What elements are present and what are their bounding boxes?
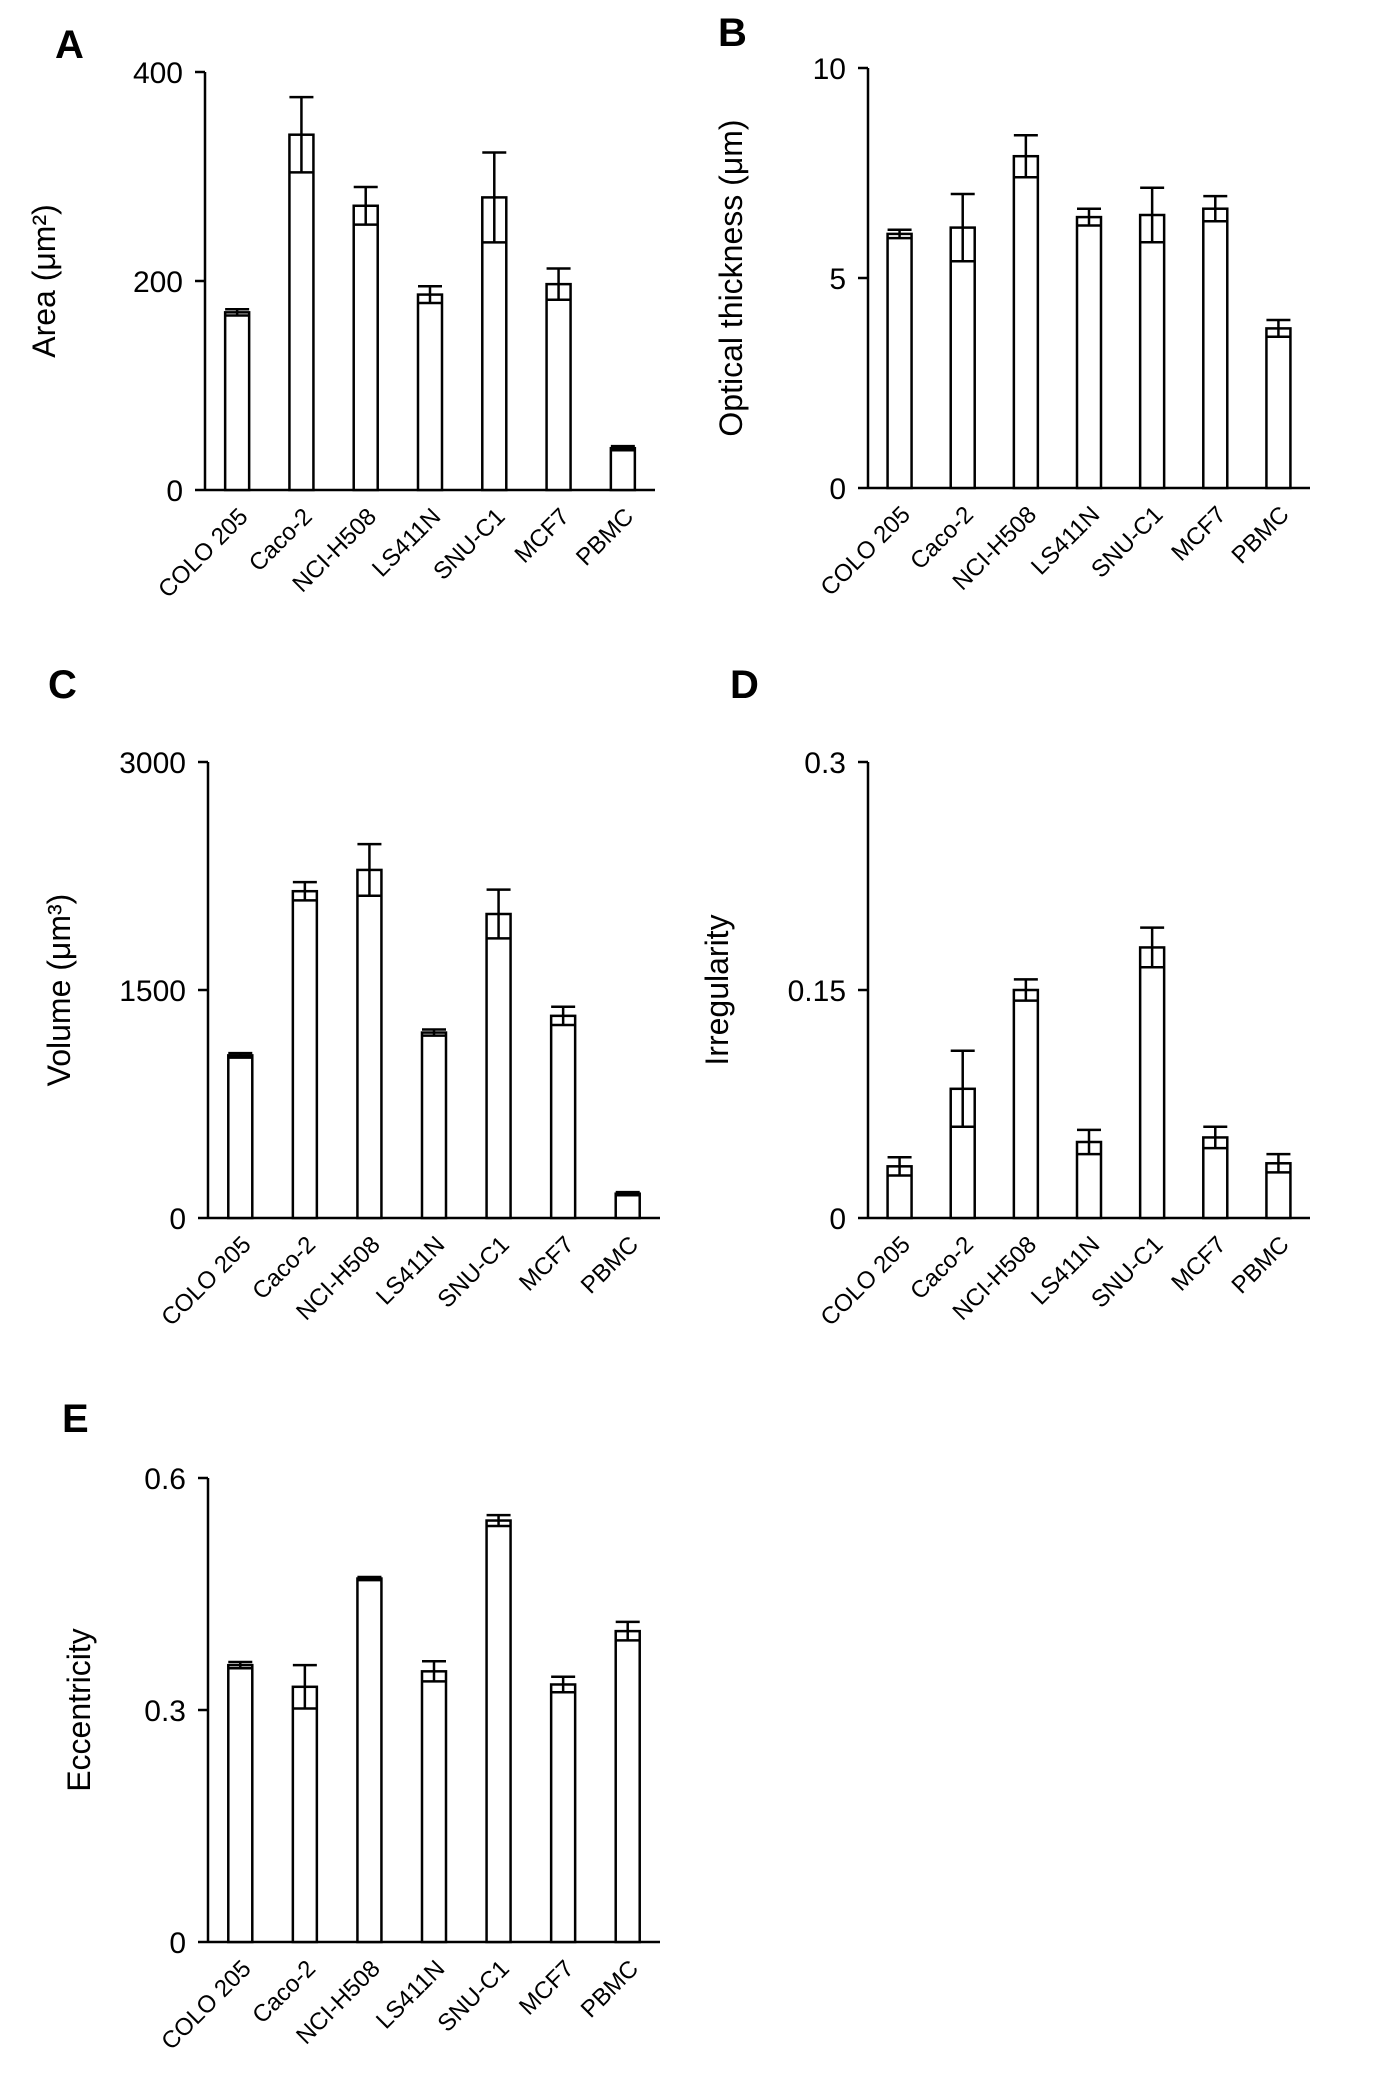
x-tick-label: PBMC: [576, 1231, 644, 1299]
x-tick-label: COLO 205: [153, 503, 253, 603]
y-axis-title: Optical thickness (μm): [713, 119, 749, 436]
bar: [545, 282, 572, 492]
x-tick-label: PBMC: [571, 503, 639, 571]
y-tick-label: 0.15: [788, 975, 846, 1008]
y-tick-label: 0.6: [144, 1463, 186, 1496]
x-tick-label: COLO 205: [816, 501, 916, 601]
bar: [485, 912, 512, 1220]
bar: [356, 1577, 383, 1944]
bar: [614, 1192, 641, 1220]
bar: [1075, 215, 1103, 490]
bar: [356, 868, 383, 1220]
bar: [485, 1519, 512, 1944]
x-tick-label: SNU-C1: [428, 503, 510, 585]
y-axis-title: Irregularity: [699, 914, 735, 1065]
bar: [1265, 327, 1292, 490]
bar: [1138, 213, 1166, 490]
bar: [549, 1683, 577, 1944]
bar: [481, 196, 508, 492]
y-tick-label: 0: [829, 473, 846, 506]
x-tick-label: MCF7: [510, 503, 575, 568]
y-tick-label: 0.3: [144, 1695, 186, 1728]
x-tick-label: COLO 205: [816, 1231, 916, 1331]
bar: [352, 204, 379, 492]
bar: [609, 446, 637, 492]
bar: [420, 1031, 448, 1220]
y-tick-label: 0: [166, 475, 183, 508]
panel-letter: B: [718, 11, 747, 55]
y-tick-label: 5: [829, 263, 846, 296]
bar: [227, 1663, 254, 1944]
y-tick-label: 0.3: [804, 747, 846, 780]
y-tick-label: 1500: [119, 975, 186, 1008]
bar: [223, 311, 251, 492]
y-axis-title: Volume (μm³): [41, 894, 77, 1087]
panel-letter: D: [730, 663, 759, 707]
bar: [549, 1014, 577, 1220]
bar: [291, 889, 319, 1220]
x-tick-label: COLO 205: [156, 1955, 256, 2055]
x-tick-label: MCF7: [1166, 1231, 1231, 1296]
x-tick-label: SNU-C1: [433, 1955, 515, 2037]
x-tick-label: MCF7: [514, 1955, 579, 2020]
bar: [416, 293, 444, 492]
y-tick-label: 400: [133, 57, 183, 90]
x-tick-label: COLO 205: [156, 1231, 256, 1331]
bar: [420, 1670, 448, 1944]
bar: [1202, 1136, 1229, 1220]
x-tick-label: SNU-C1: [433, 1231, 515, 1313]
y-tick-label: 0: [169, 1927, 186, 1960]
bar: [1138, 946, 1166, 1220]
y-axis-title: Area (μm²): [26, 204, 62, 358]
x-tick-label: MCF7: [514, 1231, 579, 1296]
bar: [227, 1054, 254, 1220]
y-tick-label: 3000: [119, 747, 186, 780]
y-tick-label: 0: [829, 1203, 846, 1236]
bar: [291, 1685, 319, 1944]
bar: [1012, 154, 1040, 490]
x-tick-label: PBMC: [1227, 501, 1295, 569]
y-tick-label: 0: [169, 1203, 186, 1236]
y-axis-title: Eccentricity: [61, 1628, 97, 1792]
x-tick-label: PBMC: [1227, 1231, 1295, 1299]
bar: [288, 133, 315, 492]
bar: [1202, 207, 1229, 490]
y-tick-label: 200: [133, 266, 183, 299]
bar: [886, 232, 913, 490]
x-tick-label: MCF7: [1166, 501, 1231, 566]
panel-letter: E: [62, 1397, 89, 1441]
bar: [949, 226, 976, 490]
bar: [1012, 988, 1040, 1220]
x-tick-label: PBMC: [576, 1955, 644, 2023]
bar: [614, 1629, 641, 1944]
panel-letter: A: [55, 23, 84, 67]
panel-letter: C: [48, 663, 77, 707]
y-tick-label: 10: [813, 53, 846, 86]
